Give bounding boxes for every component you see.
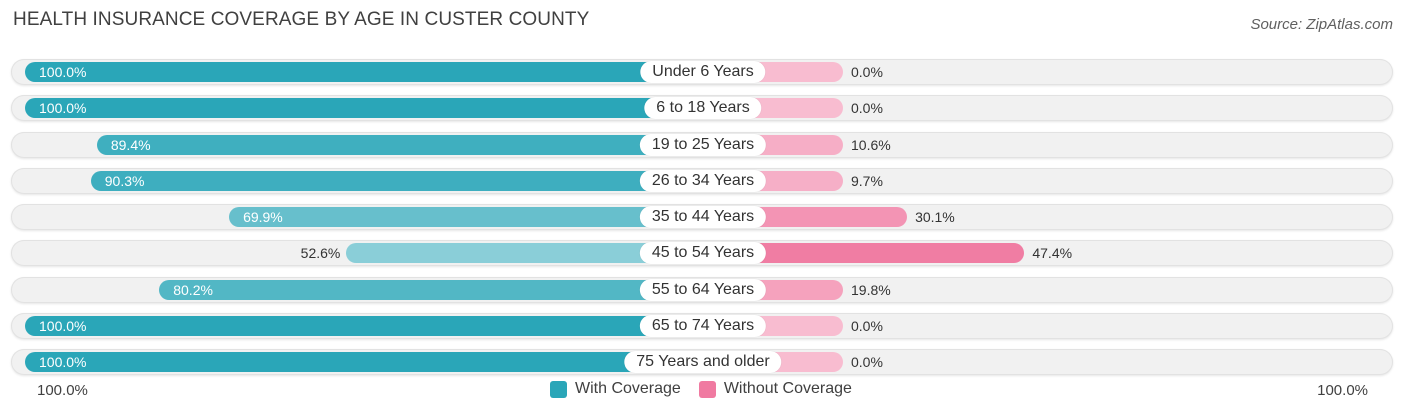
value-label-with-coverage: 89.4% xyxy=(110,137,151,153)
value-label-without-coverage: 19.8% xyxy=(851,282,891,298)
bar-with-coverage xyxy=(25,316,713,336)
axis-left-label: 100.0% xyxy=(37,382,88,399)
value-label-without-coverage: 0.0% xyxy=(851,354,883,370)
category-label: 35 to 44 Years xyxy=(639,206,767,228)
category-label: 75 Years and older xyxy=(624,351,782,373)
legend-label-without-coverage: Without Coverage xyxy=(723,380,852,397)
legend-item-without-coverage: Without Coverage xyxy=(698,380,852,398)
chart-title: HEALTH INSURANCE COVERAGE BY AGE IN CUST… xyxy=(13,9,590,30)
value-label-with-coverage: 80.2% xyxy=(173,282,213,298)
bar-with-coverage xyxy=(96,135,713,155)
bar-with-coverage xyxy=(346,243,713,263)
category-label: 65 to 74 Years xyxy=(639,315,767,337)
value-label-with-coverage: 69.9% xyxy=(243,209,283,225)
axis-right-label: 100.0% xyxy=(1317,382,1368,399)
bar-with-coverage xyxy=(229,207,713,227)
legend-swatch-without-coverage xyxy=(698,380,716,398)
source-label: Source: ZipAtlas.com xyxy=(1250,16,1393,33)
category-label: 6 to 18 Years xyxy=(644,97,762,119)
value-label-with-coverage: 100.0% xyxy=(39,64,87,80)
value-label-with-coverage: 100.0% xyxy=(39,100,87,116)
legend-label-with-coverage: With Coverage xyxy=(575,380,681,397)
value-label-with-coverage: 100.0% xyxy=(39,354,87,370)
value-label-without-coverage: 30.1% xyxy=(915,209,955,225)
bar-without-coverage xyxy=(693,243,1025,263)
legend-item-with-coverage: With Coverage xyxy=(550,380,681,398)
value-label-without-coverage: 9.7% xyxy=(851,173,883,189)
bar-with-coverage xyxy=(159,280,713,300)
value-label-without-coverage: 0.0% xyxy=(851,100,883,116)
bar-with-coverage xyxy=(25,352,713,372)
bar-with-coverage xyxy=(25,62,713,82)
category-label: 19 to 25 Years xyxy=(639,134,767,156)
bar-with-coverage xyxy=(25,98,713,118)
bar-with-coverage xyxy=(90,171,713,191)
legend-swatch-with-coverage xyxy=(550,380,567,398)
category-label: 26 to 34 Years xyxy=(639,170,767,192)
legend: With Coverage Without Coverage xyxy=(550,380,870,398)
value-label-without-coverage: 47.4% xyxy=(1032,245,1073,261)
value-label-without-coverage: 0.0% xyxy=(851,64,883,80)
value-label-with-coverage: 90.3% xyxy=(104,173,145,189)
value-label-with-coverage: 100.0% xyxy=(39,318,87,334)
value-label-with-coverage: 52.6% xyxy=(300,245,341,261)
category-label: 55 to 64 Years xyxy=(639,279,767,301)
category-label: Under 6 Years xyxy=(640,61,766,83)
value-label-without-coverage: 0.0% xyxy=(851,318,883,334)
value-label-without-coverage: 10.6% xyxy=(851,137,891,153)
category-label: 45 to 54 Years xyxy=(639,242,767,264)
